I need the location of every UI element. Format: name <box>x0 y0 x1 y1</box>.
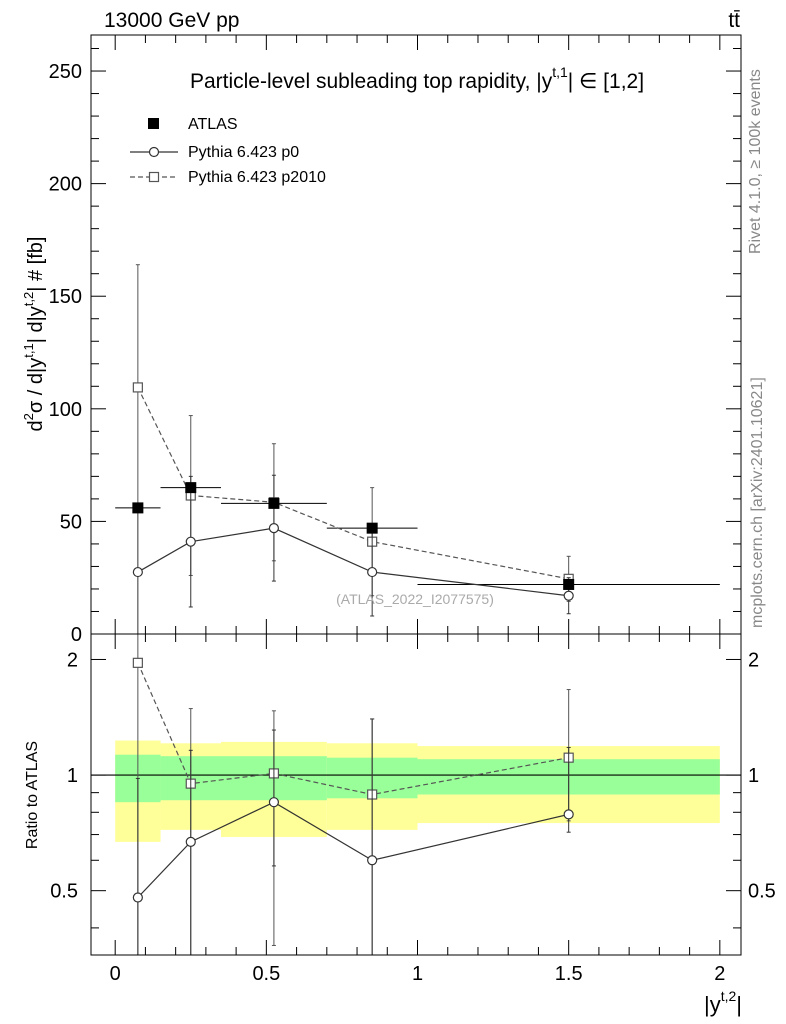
p0-series-line <box>137 527 569 597</box>
y-tick-label: 100 <box>49 399 82 421</box>
chart-title: Particle-level subleading top rapidity, … <box>190 64 644 93</box>
p2010-point <box>132 657 143 668</box>
atlas-point <box>563 578 575 590</box>
ratio-plot-panel: 0.5 0.5 1 1 2 2 0 0.5 1 1.5 2 Ratio to ATLAS |yt,… <box>24 633 776 1017</box>
main-axis-ticks <box>91 35 741 635</box>
x-tick-labels: 0 0.5 1 1.5 2 <box>110 963 726 985</box>
p0-point <box>268 797 280 808</box>
main-y-tick-labels: 0 50 100 150 200 250 <box>49 61 82 646</box>
legend-p0-label: Pythia 6.423 p0 <box>188 144 299 161</box>
ratio-y-tick-label: 1 <box>67 765 78 787</box>
x-tick-label: 0 <box>110 963 121 985</box>
p0-point <box>185 836 196 847</box>
y-tick-label: 50 <box>60 511 82 533</box>
p0-point <box>563 809 574 820</box>
x-tick-label: 1 <box>412 963 423 985</box>
main-plot-panel: 0 50 100 150 200 250 Particle-level subleadin… <box>21 34 742 646</box>
main-y-axis-label: d2σ / d|yt,1| d|yt,2| # [fb] <box>21 237 47 432</box>
p0-point <box>367 566 378 578</box>
y-tick-label: 200 <box>49 174 82 196</box>
x-tick-label: 2 <box>714 963 725 985</box>
energy-label: 13000 GeV pp <box>104 9 239 32</box>
p0-point <box>185 536 196 547</box>
legend-atlas-label: ATLAS <box>188 116 238 133</box>
ratio-plot-frame <box>90 633 742 956</box>
ratio-axis-ticks <box>91 634 741 955</box>
atlas-point <box>366 522 378 534</box>
main-plot-content <box>115 264 720 635</box>
p0-point <box>132 566 143 578</box>
y-tick-label: 0 <box>71 624 82 646</box>
legend-p2010-marker <box>148 171 160 183</box>
x-tick-label: 1.5 <box>555 963 583 985</box>
legend: ATLAS Pythia 6.423 p0 Pythia 6.423 p2010 <box>130 116 326 186</box>
analysis-watermark: (ATLAS_2022_I2077575) <box>336 591 494 607</box>
legend-atlas-marker <box>148 118 159 129</box>
ratio-y-axis-label: Ratio to ATLAS <box>24 741 41 849</box>
legend-p2010-label: Pythia 6.423 p2010 <box>188 169 326 186</box>
p2010-point <box>132 382 143 393</box>
y-tick-label: 250 <box>49 61 82 83</box>
ratio-y-tick-label: 0.5 <box>50 881 78 903</box>
process-label: tt̄ <box>728 9 740 32</box>
ratio-y-tick-label-right: 0.5 <box>748 881 776 903</box>
rivet-label: Rivet 4.1.0, ≥ 100k events <box>747 69 764 254</box>
mcplots-label: mcplots.cern.ch [arXiv:2401.10621] <box>749 377 766 628</box>
x-axis-label: |yt,2| <box>704 988 742 1017</box>
p0-point <box>367 855 378 866</box>
p0-point <box>563 590 574 601</box>
atlas-point <box>268 497 280 509</box>
ratio-y-tick-labels: 0.5 0.5 1 1 2 2 <box>50 649 776 902</box>
atlas-point <box>185 482 197 494</box>
y-tick-label: 150 <box>49 286 82 308</box>
ratio-plot-content <box>91 633 741 956</box>
atlas-point <box>132 502 144 514</box>
ratio-y-tick-label: 2 <box>67 649 78 671</box>
legend-p0-marker <box>148 146 160 158</box>
x-tick-label: 0.5 <box>252 963 280 985</box>
ratio-y-tick-label-right: 1 <box>748 765 759 787</box>
p0-point <box>132 892 143 903</box>
p0-point <box>268 523 280 534</box>
ratio-y-tick-label-right: 2 <box>748 649 759 671</box>
p2010-series-line <box>137 387 569 580</box>
